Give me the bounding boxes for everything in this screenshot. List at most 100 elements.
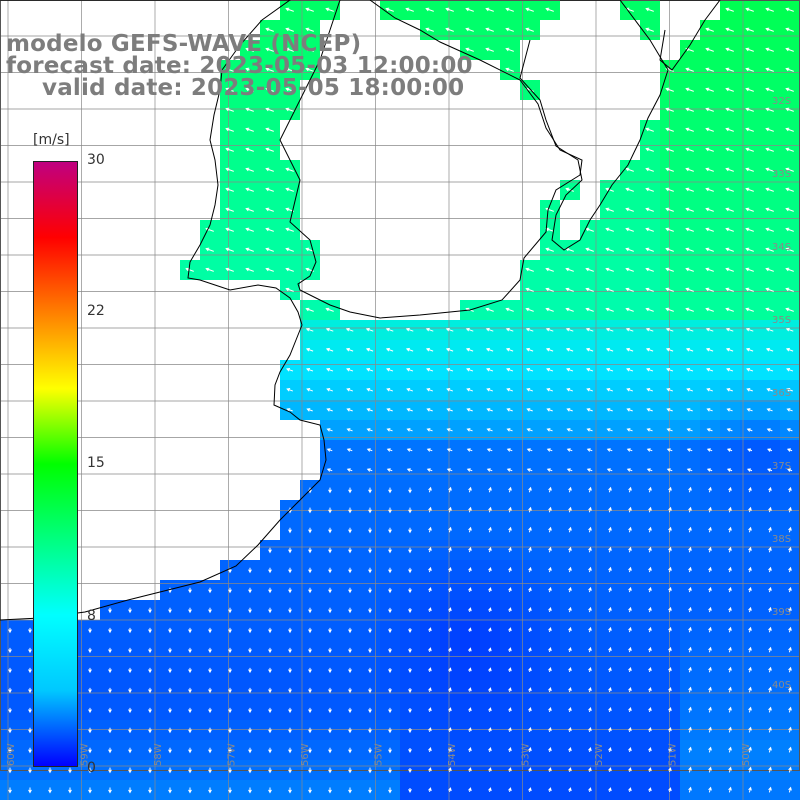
wind-arrow xyxy=(785,7,794,12)
wind-arrow xyxy=(245,267,254,272)
wind-arrow xyxy=(268,667,272,674)
wind-arrow xyxy=(408,547,412,554)
wind-arrow xyxy=(348,707,352,714)
wind-arrow xyxy=(628,526,632,533)
wind-arrow xyxy=(265,47,274,52)
wind-arrow xyxy=(728,526,732,533)
wind-arrow xyxy=(786,408,793,412)
wind-arrow xyxy=(588,747,592,753)
wind-arrow xyxy=(668,686,672,693)
wind-arrow xyxy=(368,787,372,794)
wind-arrow xyxy=(608,646,612,653)
wind-arrow xyxy=(385,347,394,352)
lon-label: 53W xyxy=(521,743,532,766)
wind-arrow xyxy=(708,686,712,693)
wind-arrow xyxy=(608,586,612,593)
wind-arrow xyxy=(666,448,673,452)
wind-arrow xyxy=(488,566,492,573)
wind-arrow xyxy=(606,428,613,432)
wind-arrow xyxy=(768,706,772,713)
wind-arrow xyxy=(708,666,712,673)
wind-arrow xyxy=(346,468,353,472)
wind-arrow xyxy=(628,727,632,733)
wind-arrow xyxy=(645,267,654,272)
wind-arrow xyxy=(8,667,12,674)
wind-arrow xyxy=(728,666,732,673)
wind-arrow xyxy=(208,787,212,794)
wind-arrow xyxy=(148,607,152,614)
wind-arrow xyxy=(648,747,652,753)
wind-arrow xyxy=(608,506,612,513)
wind-arrow xyxy=(528,586,532,593)
wind-arrow xyxy=(448,506,452,513)
wind-arrow xyxy=(486,428,493,432)
wind-arrow xyxy=(668,747,672,753)
wind-arrow xyxy=(305,27,314,32)
wind-arrow xyxy=(628,566,632,573)
wind-arrow xyxy=(785,207,794,212)
wind-arrow xyxy=(725,327,734,332)
wind-arrow xyxy=(128,707,132,714)
wind-arrow xyxy=(568,706,572,713)
lon-label: 54W xyxy=(447,743,458,766)
wind-arrow xyxy=(445,347,454,352)
wind-arrow xyxy=(508,767,512,773)
wind-arrow xyxy=(388,647,392,654)
wind-arrow xyxy=(765,307,774,312)
wind-arrow xyxy=(788,566,792,573)
wind-arrow xyxy=(645,127,654,132)
wind-arrow xyxy=(645,27,654,32)
wind-arrow xyxy=(408,668,412,673)
wind-arrow xyxy=(745,47,754,52)
wind-arrow xyxy=(208,747,212,754)
wind-arrow xyxy=(606,388,614,392)
wind-arrow xyxy=(565,267,574,272)
wind-arrow xyxy=(586,428,593,432)
wind-arrow xyxy=(608,486,612,493)
wind-arrow xyxy=(425,327,434,332)
wind-arrow xyxy=(328,607,332,614)
wind-arrow xyxy=(645,307,654,312)
wind-arrow xyxy=(545,7,554,12)
wind-arrow xyxy=(288,527,292,534)
wind-arrow xyxy=(588,626,592,633)
wind-arrow xyxy=(428,587,432,593)
wind-arrow xyxy=(168,727,172,734)
wind-arrow xyxy=(648,646,652,653)
wind-arrow xyxy=(528,707,532,713)
wind-arrow xyxy=(505,347,514,352)
wind-arrow xyxy=(685,267,694,272)
wind-arrow xyxy=(625,267,634,272)
wind-arrow xyxy=(268,647,272,654)
wind-arrow xyxy=(388,607,392,614)
wind-arrow xyxy=(588,526,592,533)
wind-arrow xyxy=(485,47,494,52)
wind-arrow xyxy=(625,307,634,312)
wind-arrow xyxy=(346,428,353,432)
wind-arrow xyxy=(705,147,714,152)
wind-arrow xyxy=(488,486,492,493)
wind-arrow xyxy=(548,486,552,493)
wind-arrow xyxy=(645,287,654,292)
wind-arrow xyxy=(688,506,692,513)
wind-arrow xyxy=(326,448,333,452)
wind-arrow xyxy=(506,388,514,392)
wind-arrow xyxy=(8,647,12,654)
wind-arrow xyxy=(546,388,554,392)
wind-arrow xyxy=(788,786,792,793)
wind-arrow xyxy=(128,767,132,774)
wind-arrow xyxy=(265,167,274,172)
wind-arrow xyxy=(128,607,132,614)
wind-arrow xyxy=(625,287,634,292)
wind-arrow xyxy=(288,567,292,574)
wind-arrow xyxy=(765,287,774,292)
wind-arrow xyxy=(468,546,472,553)
wind-arrow xyxy=(448,546,452,553)
wind-arrow xyxy=(228,687,232,694)
wind-arrow xyxy=(568,626,572,633)
wind-arrow xyxy=(745,227,754,232)
wind-arrow xyxy=(265,147,274,152)
wind-arrow xyxy=(688,586,692,593)
wind-arrow xyxy=(608,606,612,613)
wind-arrow xyxy=(705,307,714,312)
